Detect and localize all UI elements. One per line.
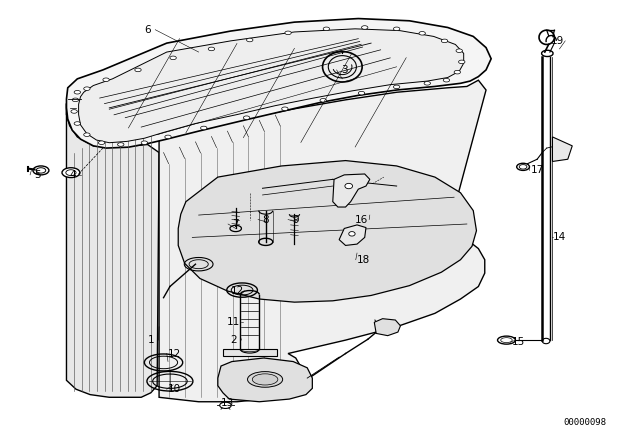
Polygon shape: [339, 225, 366, 246]
Ellipse shape: [282, 107, 288, 111]
Text: 11: 11: [227, 317, 241, 327]
Polygon shape: [552, 137, 572, 161]
Polygon shape: [67, 18, 491, 148]
Text: 12: 12: [230, 286, 244, 296]
Text: 1: 1: [147, 335, 154, 345]
Polygon shape: [159, 80, 486, 402]
Ellipse shape: [66, 170, 76, 176]
Ellipse shape: [497, 336, 515, 344]
Text: 4: 4: [70, 170, 76, 180]
Ellipse shape: [62, 168, 80, 177]
Ellipse shape: [252, 374, 278, 385]
Ellipse shape: [285, 31, 291, 34]
Ellipse shape: [208, 47, 214, 51]
Ellipse shape: [74, 90, 81, 94]
Ellipse shape: [170, 56, 176, 60]
Ellipse shape: [248, 371, 283, 387]
Polygon shape: [79, 29, 464, 143]
Ellipse shape: [442, 39, 448, 43]
Text: 8: 8: [262, 215, 269, 224]
Text: 00000098: 00000098: [563, 418, 606, 427]
Text: 3: 3: [341, 65, 348, 75]
Text: 13: 13: [221, 398, 234, 408]
Ellipse shape: [345, 183, 353, 189]
Text: 14: 14: [553, 233, 566, 242]
Polygon shape: [178, 160, 476, 302]
Ellipse shape: [323, 27, 330, 30]
Ellipse shape: [394, 27, 400, 30]
Polygon shape: [218, 358, 312, 402]
Text: 16: 16: [355, 215, 368, 224]
Text: 17: 17: [531, 165, 544, 176]
Text: 9: 9: [292, 215, 299, 224]
Text: 5: 5: [35, 170, 41, 180]
Ellipse shape: [72, 98, 79, 102]
Ellipse shape: [36, 168, 45, 173]
Ellipse shape: [459, 60, 465, 64]
Ellipse shape: [500, 338, 512, 343]
Ellipse shape: [320, 99, 326, 102]
Ellipse shape: [519, 164, 527, 169]
Text: 15: 15: [511, 337, 525, 347]
Ellipse shape: [358, 91, 365, 95]
Ellipse shape: [74, 122, 81, 125]
Ellipse shape: [165, 135, 172, 139]
Ellipse shape: [349, 232, 355, 236]
Text: 18: 18: [357, 255, 370, 265]
Ellipse shape: [84, 87, 90, 90]
Ellipse shape: [246, 38, 253, 42]
Text: 6: 6: [144, 25, 151, 35]
Ellipse shape: [103, 78, 109, 82]
Ellipse shape: [424, 82, 431, 85]
Text: 7: 7: [232, 219, 239, 229]
Ellipse shape: [394, 85, 400, 89]
Polygon shape: [374, 319, 401, 336]
Ellipse shape: [362, 26, 368, 29]
Ellipse shape: [33, 166, 49, 175]
Ellipse shape: [135, 68, 141, 72]
Polygon shape: [333, 174, 370, 207]
Ellipse shape: [141, 141, 148, 145]
Text: 19: 19: [551, 36, 564, 46]
Ellipse shape: [243, 116, 250, 120]
Ellipse shape: [516, 163, 529, 170]
Ellipse shape: [419, 31, 426, 35]
Polygon shape: [67, 103, 159, 397]
Ellipse shape: [84, 133, 90, 137]
Ellipse shape: [456, 49, 463, 52]
Ellipse shape: [200, 126, 207, 130]
Ellipse shape: [118, 143, 124, 146]
Ellipse shape: [71, 110, 77, 113]
Text: 10: 10: [168, 384, 181, 394]
Ellipse shape: [99, 141, 105, 145]
Text: 12: 12: [168, 349, 181, 358]
Text: 2: 2: [230, 335, 237, 345]
Polygon shape: [223, 349, 276, 356]
Ellipse shape: [444, 78, 450, 82]
Ellipse shape: [454, 70, 461, 74]
